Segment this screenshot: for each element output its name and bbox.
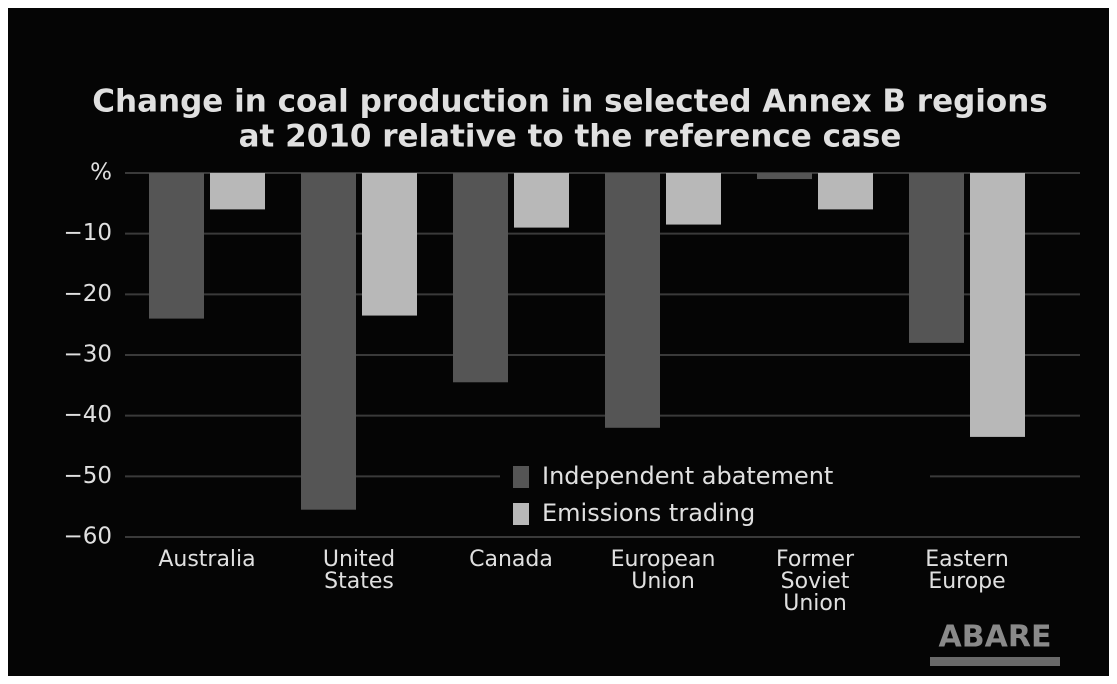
y-tick-label: % <box>90 160 112 186</box>
logo: ABARE <box>939 620 1052 655</box>
x-tick-label: United States <box>322 547 396 594</box>
bar <box>301 173 356 510</box>
y-tick-label: −40 <box>63 402 112 428</box>
y-tick-label: −60 <box>63 524 112 550</box>
legend-label: Emissions trading <box>542 499 755 527</box>
y-tick-label: −30 <box>63 342 112 368</box>
y-tick-label: −50 <box>63 463 112 489</box>
x-tick-label: Eastern Europe <box>925 547 1009 594</box>
chart-title: Change in coal production in selected An… <box>92 84 1047 120</box>
bar <box>970 173 1025 437</box>
legend-swatch <box>513 503 529 525</box>
x-tick-label: European Union <box>610 547 716 594</box>
bar <box>514 173 569 228</box>
bar <box>362 173 417 316</box>
legend-label: Independent abatement <box>542 462 833 490</box>
y-tick-label: −10 <box>63 220 112 246</box>
bar <box>818 173 873 210</box>
x-tick-label: Former Soviet Union <box>776 547 854 616</box>
bar <box>757 173 812 180</box>
x-tick-label: Canada <box>469 547 553 572</box>
chart-subtitle: at 2010 relative to the reference case <box>239 119 902 155</box>
y-tick-label: −20 <box>63 281 112 307</box>
bar <box>666 173 721 225</box>
bar <box>909 173 964 343</box>
legend-swatch <box>513 466 529 488</box>
logo-bar <box>930 657 1060 666</box>
bar <box>453 173 508 383</box>
legend-background <box>500 458 930 534</box>
x-tick-label: Australia <box>158 547 256 572</box>
bar <box>210 173 265 210</box>
bar <box>149 173 204 319</box>
bar <box>605 173 660 428</box>
